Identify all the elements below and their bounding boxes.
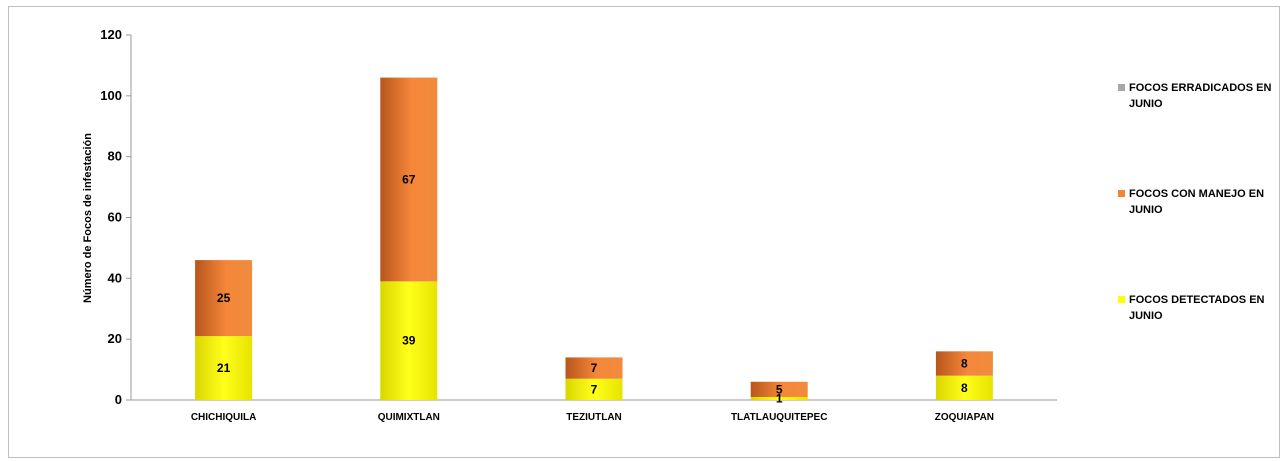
bar-segment-s1-zoquiapan bbox=[935, 351, 993, 376]
category-label: QUIMIXTLAN bbox=[378, 412, 440, 423]
legend-label: FOCOS DETECTADOS EN JUNIO bbox=[1129, 294, 1265, 322]
data-label: 8 bbox=[961, 357, 968, 371]
data-label: 21 bbox=[217, 361, 231, 375]
data-label: 39 bbox=[402, 334, 416, 348]
legend-swatch bbox=[1118, 84, 1125, 91]
bar-segment-s1-teziutlan bbox=[565, 357, 623, 379]
y-tick-label: 20 bbox=[108, 331, 122, 346]
bar-segment-s0-chichiquila bbox=[195, 336, 253, 400]
bar-segment-s0-zoquiapan bbox=[935, 375, 993, 400]
y-tick-label: 40 bbox=[108, 270, 122, 285]
data-label-group: 21 25 39 67 7 7 15 8 8 bbox=[217, 172, 968, 405]
legend-label: FOCOS ERRADICADOS EN JUNIO bbox=[1129, 82, 1272, 110]
data-label: 7 bbox=[591, 382, 598, 396]
data-label: 1 bbox=[776, 391, 783, 405]
y-axis-title: Número de Focos de infestación bbox=[82, 133, 94, 303]
category-label: TEZIUTLAN bbox=[566, 412, 622, 423]
y-tick-label: 120 bbox=[100, 27, 122, 42]
data-label: 7 bbox=[591, 361, 598, 375]
bar-segment-s0-tlatlauquitepec bbox=[750, 396, 808, 400]
category-label: ZOQUIAPAN bbox=[935, 412, 994, 423]
bar-segment-s1-quimixtlan bbox=[380, 77, 438, 282]
bar-segment-s1-chichiquila bbox=[195, 260, 253, 337]
category-label: CHICHIQUILA bbox=[191, 412, 257, 423]
y-tick-label: 80 bbox=[108, 149, 122, 164]
y-tick-label: 100 bbox=[100, 88, 122, 103]
legend-label: FOCOS CON MANEJO EN JUNIO bbox=[1129, 188, 1265, 216]
bar-segment-s0-teziutlan bbox=[565, 378, 623, 400]
bar-segment-s1-tlatlauquitepec bbox=[750, 381, 808, 397]
data-label: 8 bbox=[961, 381, 968, 395]
data-label: 67 bbox=[402, 172, 416, 186]
y-axis-ticks: 0 20 40 60 80 100 120 bbox=[100, 27, 131, 407]
category-label: TLATLAUQUITEPEC bbox=[731, 412, 827, 423]
bar-segment-s0-quimixtlan bbox=[380, 281, 438, 400]
category-label-group: CHICHIQUILA QUIMIXTLAN TEZIUTLAN TLATLAUQUI… bbox=[191, 412, 994, 423]
bar-group bbox=[195, 77, 993, 400]
legend-swatch bbox=[1118, 296, 1125, 303]
legend-swatch bbox=[1118, 190, 1125, 197]
y-tick-label: 60 bbox=[108, 210, 122, 225]
data-label: 25 bbox=[217, 291, 231, 305]
y-tick-label: 0 bbox=[115, 392, 122, 407]
data-label: 5 bbox=[776, 382, 783, 396]
